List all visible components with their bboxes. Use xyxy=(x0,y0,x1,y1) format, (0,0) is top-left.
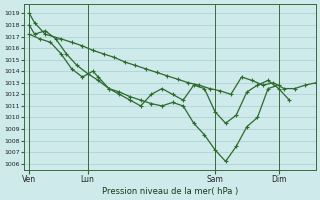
X-axis label: Pression niveau de la mer( hPa ): Pression niveau de la mer( hPa ) xyxy=(102,187,238,196)
